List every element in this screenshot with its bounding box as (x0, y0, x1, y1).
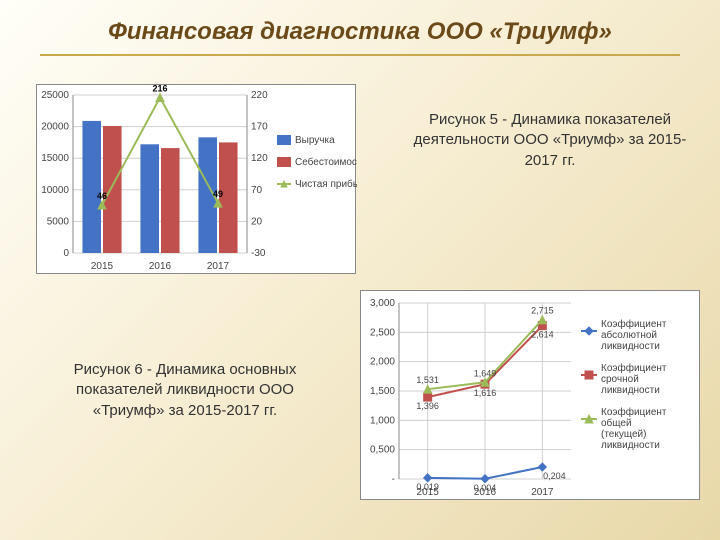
svg-text:20000: 20000 (41, 122, 69, 133)
svg-text:120: 120 (251, 153, 268, 164)
divider (40, 54, 680, 56)
svg-text:Себестоимость: Себестоимость (295, 156, 357, 168)
chart5-panel: 0 5000 10000 15000 20000 25000 -30 20 70 120 170 22… (36, 84, 356, 274)
svg-text:220: 220 (251, 90, 268, 101)
svg-text:15000: 15000 (41, 153, 69, 164)
svg-text:46: 46 (97, 191, 107, 201)
svg-text:общей: общей (601, 417, 632, 429)
page-title: Финансовая диагностика ООО «Триумф» (0, 0, 720, 54)
svg-text:0,500: 0,500 (370, 445, 395, 456)
svg-text:2,000: 2,000 (370, 357, 395, 368)
svg-text:абсолютной: абсолютной (601, 329, 657, 341)
svg-text:216: 216 (152, 85, 167, 94)
svg-text:1,500: 1,500 (370, 386, 395, 397)
svg-text:10000: 10000 (41, 185, 69, 196)
svg-text:0,204: 0,204 (543, 471, 566, 481)
svg-text:Коэффициент: Коэффициент (601, 362, 667, 374)
svg-text:Коэффициент: Коэффициент (601, 318, 667, 330)
svg-text:1,616: 1,616 (474, 388, 497, 398)
svg-text:ликвидности: ликвидности (601, 385, 660, 396)
svg-text:3,000: 3,000 (370, 298, 395, 309)
svg-text:ликвидности: ликвидности (601, 341, 660, 352)
svg-text:5000: 5000 (47, 216, 70, 227)
svg-text:0,019: 0,019 (416, 482, 439, 492)
svg-text:2,715: 2,715 (531, 306, 554, 316)
svg-text:20: 20 (251, 216, 263, 227)
chart6-panel: -0,5001,0001,5002,0002,5003,000201520162… (360, 290, 700, 500)
svg-text:0,004: 0,004 (474, 483, 497, 493)
svg-text:170: 170 (251, 122, 268, 133)
svg-text:1,531: 1,531 (416, 375, 439, 385)
svg-text:1,000: 1,000 (370, 415, 395, 426)
chart5-svg: 0 5000 10000 15000 20000 25000 -30 20 70 120 170 22… (37, 85, 357, 275)
svg-text:Выручка: Выручка (295, 135, 335, 146)
svg-text:70: 70 (251, 185, 263, 196)
svg-text:2017: 2017 (531, 487, 554, 498)
svg-text:-: - (392, 474, 395, 485)
svg-text:2016: 2016 (149, 261, 172, 272)
caption-5: Рисунок 5 - Динамика показателей деятель… (410, 110, 690, 171)
svg-text:2017: 2017 (207, 261, 230, 272)
caption-6-text: Рисунок 6 - Динамика основных показателе… (74, 361, 297, 419)
svg-text:1,396: 1,396 (416, 401, 439, 411)
svg-text:ликвидности: ликвидности (601, 440, 660, 451)
svg-text:0: 0 (63, 248, 69, 259)
svg-text:Коэффициент: Коэффициент (601, 406, 667, 418)
svg-text:Чистая прибыль: Чистая прибыль (295, 178, 357, 190)
caption-6: Рисунок 6 - Динамика основных показателе… (40, 360, 330, 421)
caption-5-text: Рисунок 5 - Динамика показателей деятель… (414, 111, 687, 169)
svg-text:1,649: 1,649 (474, 368, 497, 378)
svg-text:2,500: 2,500 (370, 327, 395, 338)
svg-text:срочной: срочной (601, 374, 639, 385)
svg-text:49: 49 (213, 189, 223, 199)
svg-text:(текущей): (текущей) (601, 429, 646, 440)
chart6-svg: -0,5001,0001,5002,0002,5003,000201520162… (361, 291, 701, 501)
svg-text:2015: 2015 (91, 261, 114, 272)
svg-text:-30: -30 (251, 248, 266, 259)
svg-text:25000: 25000 (41, 90, 69, 101)
svg-text:2,614: 2,614 (531, 330, 554, 340)
